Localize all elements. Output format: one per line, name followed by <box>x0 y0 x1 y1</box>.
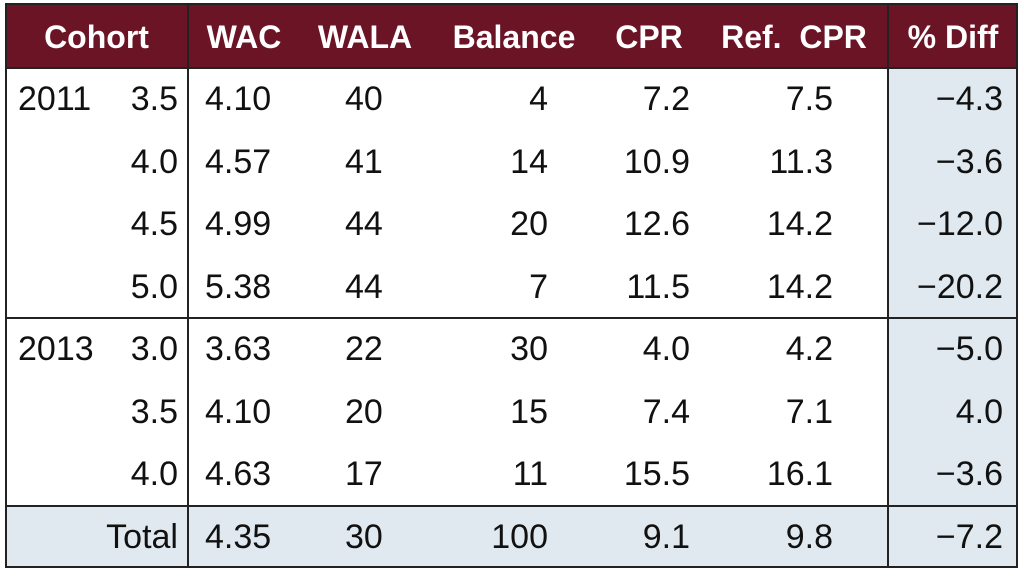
table-cell: 30 <box>510 330 548 368</box>
table-cell: 11.3 <box>769 142 833 181</box>
table-cell: 14.2 <box>766 267 833 306</box>
table-cell: 4.2 <box>785 330 833 368</box>
table-cell: 44 <box>345 267 383 306</box>
table-cell: 40 <box>345 80 383 118</box>
total-cell: 9.8 <box>785 517 833 556</box>
column-header: WAC <box>206 19 282 55</box>
table-cell: 20 <box>345 392 383 431</box>
table-cell: 3.63 <box>205 330 272 368</box>
total-cell: −7.2 <box>935 517 1003 556</box>
table-cell: 4.10 <box>205 80 272 118</box>
header-background <box>5 3 1018 68</box>
coupon: 3.5 <box>130 80 178 118</box>
table-cell: 7 <box>529 267 548 306</box>
total-cell: 30 <box>345 517 383 556</box>
table-cell: 4.63 <box>205 455 272 493</box>
border-top <box>5 3 1018 5</box>
table-cell: 4.99 <box>205 205 272 243</box>
table-cell: 4.10 <box>205 392 272 431</box>
column-divider <box>187 3 189 568</box>
border-right <box>1016 3 1018 568</box>
table-cell: 5.38 <box>205 267 272 306</box>
table-cell: −4.3 <box>935 80 1003 118</box>
border-bottom <box>5 566 1018 568</box>
coupon: 4.0 <box>130 142 178 181</box>
table-cell: 4 <box>529 80 548 118</box>
total-label: Total <box>106 517 178 556</box>
group-separator <box>5 504 1018 507</box>
cohort-year: 2011 <box>18 80 92 118</box>
header-bottom-border <box>5 67 1018 69</box>
table-cell: 7.5 <box>785 80 833 118</box>
total-cell: 4.35 <box>205 517 272 556</box>
table-cell: 10.9 <box>623 142 690 181</box>
table-cell: −20.2 <box>916 267 1003 306</box>
column-header: Cohort <box>44 19 149 55</box>
column-header: Balance <box>452 19 576 55</box>
table-cell: 15.5 <box>623 455 690 493</box>
table-cell: 11.5 <box>626 267 690 306</box>
column-divider <box>887 3 889 568</box>
coupon: 3.0 <box>130 330 178 368</box>
table-cell: 22 <box>345 330 383 368</box>
table-cell: 12.6 <box>623 205 690 243</box>
column-header: WALA <box>317 19 413 55</box>
table-cell: 15 <box>510 392 548 431</box>
coupon: 3.5 <box>130 392 178 431</box>
border-left <box>5 3 7 568</box>
column-header: Ref. CPR <box>721 19 867 55</box>
coupon: 4.5 <box>130 205 178 243</box>
column-header: % Diff <box>907 19 999 55</box>
column-header: CPR <box>615 19 683 55</box>
table-cell: 14.2 <box>766 205 833 243</box>
coupon: 5.0 <box>130 267 178 306</box>
table-cell: 41 <box>345 142 383 181</box>
total-row-background <box>5 505 1018 568</box>
table-cell: −3.6 <box>935 142 1003 181</box>
table-cell: 7.4 <box>642 392 690 431</box>
total-cell: 9.1 <box>642 517 690 556</box>
table-cell: 17 <box>345 455 383 493</box>
group-separator <box>5 317 1018 319</box>
table-cell: −12.0 <box>916 205 1003 243</box>
table-cell: 44 <box>345 205 383 243</box>
coupon: 4.0 <box>130 455 178 493</box>
total-cell: 100 <box>491 517 548 556</box>
table-cell: −3.6 <box>935 455 1003 493</box>
cohort-year: 2013 <box>18 330 94 368</box>
table-cell: 4.0 <box>642 330 690 368</box>
table-cell: 11 <box>512 455 548 493</box>
table-cell: 4.57 <box>205 142 272 181</box>
table-cell: 7.2 <box>642 80 690 118</box>
table-cell: 16.1 <box>766 455 833 493</box>
table-cell: 14 <box>510 142 548 181</box>
table-cell: 4.0 <box>955 392 1003 431</box>
table-cell: 20 <box>510 205 548 243</box>
table-cell: −5.0 <box>935 330 1003 368</box>
table-cell: 7.1 <box>785 392 833 431</box>
